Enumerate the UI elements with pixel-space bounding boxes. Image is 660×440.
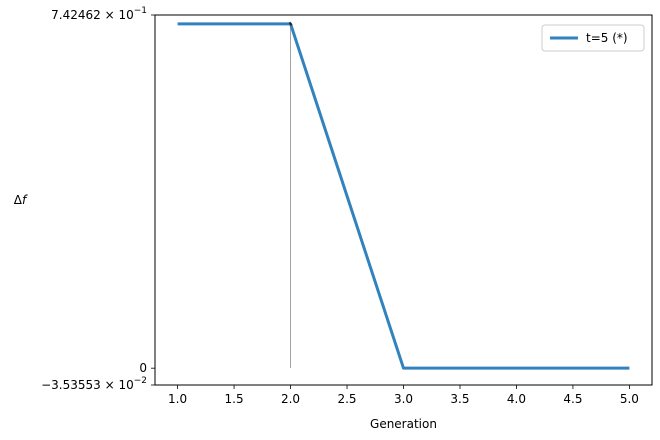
legend-frame <box>541 24 645 52</box>
x-tick-label: 3.0 <box>394 392 413 406</box>
plot-area <box>177 21 630 370</box>
y-axis-label: Δf <box>14 193 28 207</box>
legend-label: t=5 (*) <box>586 31 628 45</box>
legend: t=5 (*) <box>541 24 645 52</box>
y-tick-label: 0 <box>139 361 147 375</box>
x-tick-label: 1.0 <box>168 392 187 406</box>
x-tick-label: 1.5 <box>225 392 244 406</box>
x-tick-label: 2.0 <box>281 392 300 406</box>
axes: 1.0 1.5 2.0 2.5 3.0 3.5 4.0 4.5 5.0 7.42462 × 10−… <box>41 6 653 406</box>
marker-point <box>288 21 293 26</box>
y-tick-label: 7.42462 × 10−1 <box>51 6 147 22</box>
x-tick-label: 3.5 <box>450 392 469 406</box>
y-tick-label: −3.53553 × 10−2 <box>41 376 147 392</box>
x-tick-label: 5.0 <box>620 392 639 406</box>
series-line-0 <box>177 22 630 370</box>
axes-frame <box>154 14 653 386</box>
x-tick-label: 2.5 <box>337 392 356 406</box>
x-tick-label: 4.5 <box>563 392 582 406</box>
x-tick-label: 4.0 <box>507 392 526 406</box>
x-axis-label: Generation <box>370 417 437 431</box>
